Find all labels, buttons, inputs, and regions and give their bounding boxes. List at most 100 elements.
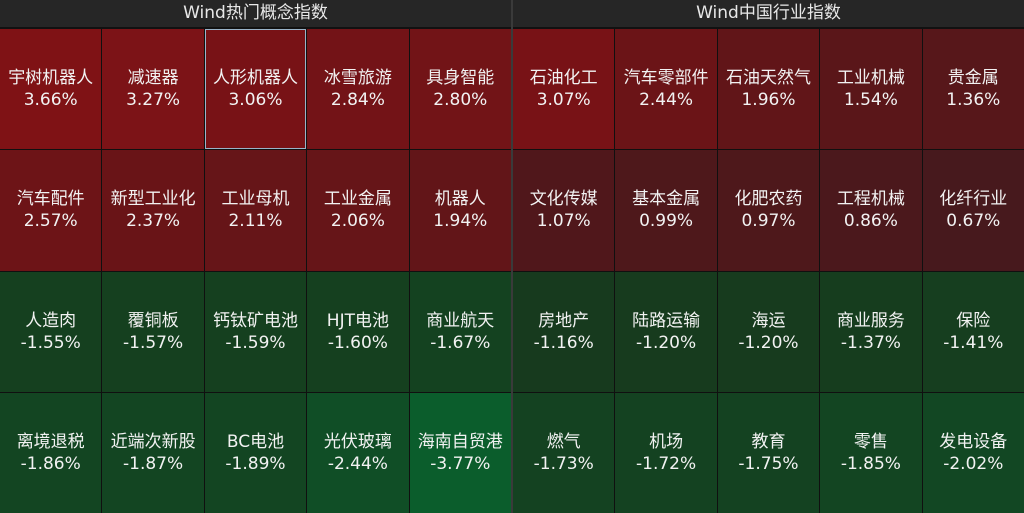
heatmap-tile[interactable]: 汽车零部件 2.44% — [615, 29, 717, 150]
heatmap-tile[interactable]: 石油天然气 1.96% — [717, 29, 820, 150]
tile-change-percent: 3.07% — [536, 90, 591, 111]
tile-name: 覆铜板 — [127, 310, 179, 331]
heatmap-tile[interactable]: 海运 -1.20% — [717, 271, 820, 392]
tile-name: 工程机械 — [836, 189, 905, 210]
tile-name: 化纤行业 — [939, 189, 1008, 210]
tile-change-percent: -1.57% — [123, 332, 184, 353]
concept-index-panel: Wind热门概念指数 宇树机器人 3.66% 减速器 3.27% 人形机器人 3.06% 冰… — [0, 0, 511, 513]
tile-change-percent: 2.84% — [330, 90, 385, 111]
tile-name: 商业服务 — [836, 310, 905, 331]
tile-change-percent: -1.20% — [636, 332, 697, 353]
tile-change-percent: -1.73% — [533, 453, 594, 474]
heatmap-tile[interactable]: 海南自贸港 -3.77% — [409, 392, 511, 513]
heatmap-tile[interactable]: 石油化工 3.07% — [513, 29, 615, 150]
heatmap-tile[interactable]: 减速器 3.27% — [102, 29, 204, 150]
heatmap-tile[interactable]: 房地产 -1.16% — [513, 271, 615, 392]
tile-name: 具身智能 — [426, 68, 495, 89]
heatmap-tile[interactable]: 保险 -1.41% — [922, 271, 1024, 392]
heatmap-tile[interactable]: 宇树机器人 3.66% — [0, 29, 102, 150]
heatmap-tile[interactable]: 贵金属 1.36% — [922, 29, 1024, 150]
heatmap-tile[interactable]: 人造肉 -1.55% — [0, 271, 102, 392]
tile-change-percent: -1.55% — [20, 332, 81, 353]
tile-name: 减速器 — [127, 68, 179, 89]
tile-change-percent: -1.67% — [430, 332, 491, 353]
heatmap-tile[interactable]: 燃气 -1.73% — [513, 392, 615, 513]
heatmap-tile[interactable]: 离境退税 -1.86% — [0, 392, 102, 513]
tile-change-percent: -1.20% — [738, 332, 799, 353]
heatmap-tile[interactable]: 工程机械 0.86% — [820, 150, 922, 271]
tile-name: 离境退税 — [16, 431, 85, 452]
tile-change-percent: 2.57% — [23, 211, 78, 232]
tile-change-percent: -2.02% — [943, 453, 1004, 474]
tile-change-percent: 3.06% — [228, 90, 283, 111]
heatmap-tile[interactable]: 机器人 1.94% — [409, 150, 511, 271]
tile-change-percent: -1.72% — [636, 453, 697, 474]
heatmap-tile[interactable]: 人形机器人 3.06% — [204, 29, 307, 150]
tile-name: 贵金属 — [947, 68, 999, 89]
tile-change-percent: 3.66% — [23, 90, 78, 111]
panel-divider — [511, 0, 513, 513]
heatmap-tile[interactable]: 冰雪旅游 2.84% — [307, 29, 409, 150]
tile-name: 燃气 — [546, 431, 581, 452]
heatmap-tile[interactable]: 陆路运输 -1.20% — [615, 271, 717, 392]
tile-name: 工业母机 — [221, 189, 290, 210]
industry-index-panel: Wind中国行业指数 石油化工 3.07% 汽车零部件 2.44% 石油天然气 1.96%… — [513, 0, 1024, 513]
heatmap-tile[interactable]: 新型工业化 2.37% — [102, 150, 204, 271]
heatmap-tile[interactable]: 工业母机 2.11% — [204, 150, 307, 271]
tile-name: 机器人 — [434, 189, 486, 210]
tile-change-percent: -1.37% — [840, 332, 901, 353]
tile-change-percent: -1.59% — [225, 332, 286, 353]
tile-change-percent: 1.96% — [741, 90, 796, 111]
tile-name: 宇树机器人 — [8, 68, 94, 89]
heatmap-tile[interactable]: 覆铜板 -1.57% — [102, 271, 204, 392]
heatmap-tile[interactable]: 工业金属 2.06% — [307, 150, 409, 271]
heatmap-tile[interactable]: 工业机械 1.54% — [820, 29, 922, 150]
tile-change-percent: -1.89% — [225, 453, 286, 474]
heatmap-tile[interactable]: 零售 -1.85% — [820, 392, 922, 513]
heatmap-tile[interactable]: 近端次新股 -1.87% — [102, 392, 204, 513]
heatmap-tile[interactable]: 基本金属 0.99% — [615, 150, 717, 271]
tile-name: 陆路运输 — [632, 310, 701, 331]
tile-name: 教育 — [751, 431, 786, 452]
tile-change-percent: 1.94% — [433, 211, 488, 232]
heatmap-tile[interactable]: 钙钛矿电池 -1.59% — [204, 271, 307, 392]
tile-name: 发电设备 — [939, 431, 1008, 452]
tile-change-percent: 2.37% — [126, 211, 181, 232]
tile-name: 零售 — [853, 431, 888, 452]
heatmap-tile[interactable]: 汽车配件 2.57% — [0, 150, 102, 271]
tile-name: 钙钛矿电池 — [212, 310, 298, 331]
tile-change-percent: 2.44% — [639, 90, 694, 111]
heatmap-tile[interactable]: 教育 -1.75% — [717, 392, 820, 513]
tile-name: 基本金属 — [632, 189, 701, 210]
heatmap-tile[interactable]: 商业航天 -1.67% — [409, 271, 511, 392]
tile-name: 石油天然气 — [725, 68, 811, 89]
tile-name: 海运 — [751, 310, 786, 331]
heatmap-tile[interactable]: 机场 -1.72% — [615, 392, 717, 513]
heatmap-tile[interactable]: BC电池 -1.89% — [204, 392, 307, 513]
tile-change-percent: -1.16% — [533, 332, 594, 353]
tile-name: 房地产 — [538, 310, 590, 331]
tile-change-percent: -1.60% — [327, 332, 388, 353]
heatmap-tile[interactable]: 化肥农药 0.97% — [717, 150, 820, 271]
heatmap-tile[interactable]: 商业服务 -1.37% — [820, 271, 922, 392]
tile-name: 文化传媒 — [529, 189, 598, 210]
tile-name: 商业航天 — [426, 310, 495, 331]
heatmap-tile[interactable]: 文化传媒 1.07% — [513, 150, 615, 271]
heatmap-tile[interactable]: HJT电池 -1.60% — [307, 271, 409, 392]
tile-name: 光伏玻璃 — [323, 431, 392, 452]
heatmap-tile[interactable]: 化纤行业 0.67% — [922, 150, 1024, 271]
tile-name: 汽车零部件 — [623, 68, 709, 89]
heatmap-tile[interactable]: 发电设备 -2.02% — [922, 392, 1024, 513]
tile-name: 汽车配件 — [16, 189, 85, 210]
tile-change-percent: -1.87% — [123, 453, 184, 474]
tile-name: 新型工业化 — [110, 189, 196, 210]
panel-title: Wind中国行业指数 — [513, 0, 1024, 29]
tile-change-percent: 0.67% — [946, 211, 1001, 232]
tile-name: 机场 — [649, 431, 684, 452]
tile-name: 近端次新股 — [110, 431, 196, 452]
tile-change-percent: 0.86% — [843, 211, 898, 232]
heatmap-tile[interactable]: 具身智能 2.80% — [409, 29, 511, 150]
tile-name: 工业金属 — [323, 189, 392, 210]
tile-change-percent: -1.85% — [840, 453, 901, 474]
heatmap-tile[interactable]: 光伏玻璃 -2.44% — [307, 392, 409, 513]
